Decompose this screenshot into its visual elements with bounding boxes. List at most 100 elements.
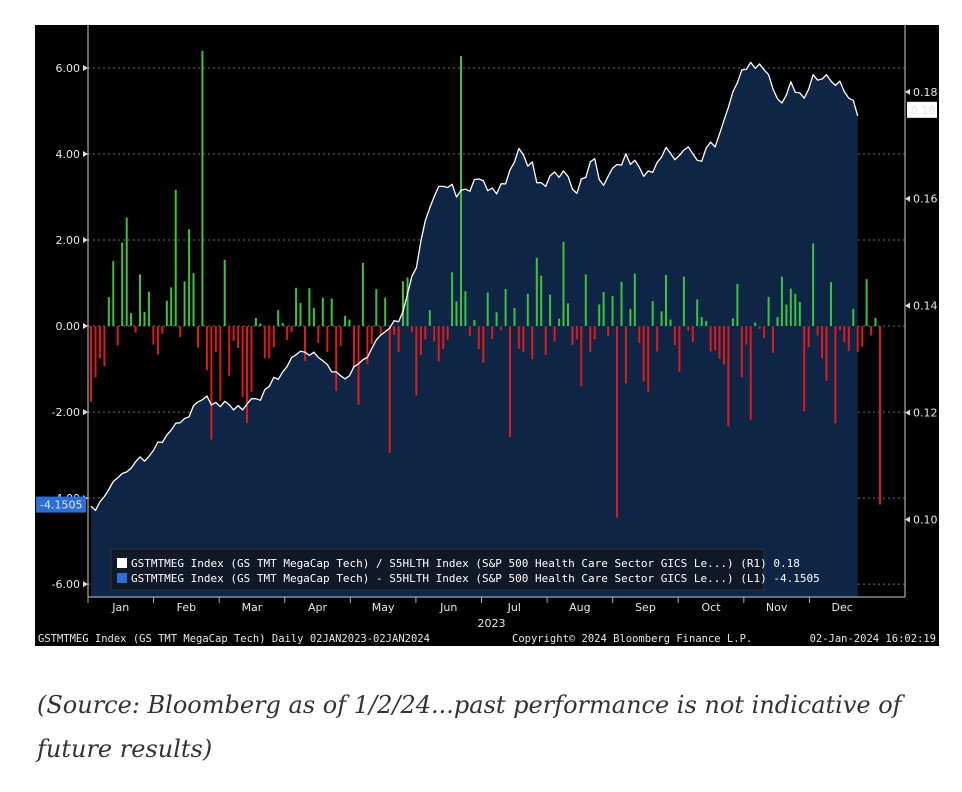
spread-bar [526, 293, 529, 327]
spread-bar [816, 326, 819, 336]
spread-bar [482, 326, 485, 363]
spread-bar [785, 304, 788, 326]
spread-bar [656, 326, 659, 352]
spread-bar [736, 283, 739, 326]
right-tick-label: 0.16 [913, 193, 938, 206]
spread-bar [687, 326, 690, 331]
right-value-flag-box [907, 101, 937, 118]
month-label: May [372, 601, 395, 614]
spread-bar [321, 297, 324, 327]
spread-bars-group [90, 50, 881, 518]
source-caption: (Source: Bloomberg as of 1/2/24...past p… [37, 691, 902, 763]
spread-bar [540, 275, 543, 326]
spread-bar [584, 274, 587, 326]
spread-bar [98, 326, 101, 359]
month-label: Nov [766, 601, 788, 614]
spread-bar [624, 326, 627, 384]
spread-bar [602, 292, 605, 327]
spread-bar [361, 262, 364, 326]
left-tick-mark [83, 151, 88, 158]
spread-bar [455, 301, 458, 326]
month-label: Dec [832, 601, 853, 614]
spread-bar [451, 272, 454, 327]
spread-bar [214, 326, 217, 352]
spread-bar [219, 326, 222, 401]
spread-bar [304, 326, 306, 361]
spread-bar [558, 318, 561, 326]
spread-bar [348, 319, 351, 327]
spread-bar [379, 326, 382, 336]
spread-bar [665, 274, 667, 327]
left-tick-mark [83, 409, 88, 416]
spread-bar [424, 326, 427, 340]
left-tick-mark [83, 237, 88, 244]
spread-bar [254, 317, 257, 327]
spread-bar [651, 301, 654, 326]
spread-bar [607, 326, 610, 336]
spread-bar [776, 317, 779, 326]
spread-bar [838, 326, 841, 330]
spread-bar [228, 326, 231, 376]
spread-bar [147, 291, 150, 326]
spread-bar [772, 326, 774, 353]
spread-bar [237, 326, 240, 348]
month-label: Oct [702, 601, 722, 614]
spread-bar [789, 288, 792, 326]
spread-bar [709, 326, 712, 352]
right-tick-label: 0.14 [913, 300, 938, 313]
spread-bar [580, 326, 583, 387]
spread-bar [633, 273, 636, 327]
left-tick-label: -6.00 [52, 578, 80, 591]
right-tick-mark [905, 516, 910, 523]
right-tick-label: 0.12 [913, 407, 938, 420]
spread-bar [544, 326, 547, 355]
spread-bar [290, 326, 293, 333]
ratio-area [91, 62, 858, 597]
spread-bar [673, 326, 676, 345]
footer-copyright: Copyright© 2024 Bloomberg Finance L.P. [512, 633, 752, 645]
spread-bar [241, 326, 244, 398]
spread-bar [731, 318, 734, 326]
spread-bar [161, 326, 164, 334]
axes-group: 6.004.002.000.00-2.00-4.00-6.000.180.160… [52, 25, 938, 630]
ratio-area-group [91, 62, 858, 597]
spread-bar [598, 304, 601, 326]
left-tick-mark [83, 581, 88, 588]
spread-bar [803, 326, 806, 412]
spread-bar [834, 326, 837, 424]
right-value-flag: 0.18 [911, 104, 936, 117]
spread-bar [535, 257, 538, 327]
spread-bar [714, 326, 717, 351]
year-label: 2023 [478, 617, 506, 630]
spread-bar [879, 326, 881, 505]
spread-bar [134, 326, 137, 333]
spread-bar [870, 326, 873, 336]
spread-bar [397, 326, 400, 353]
right-tick-label: 0.18 [913, 86, 938, 99]
month-label: Aug [569, 601, 590, 614]
spread-bar [477, 326, 480, 350]
month-label: Jan [111, 601, 129, 614]
ratio-line [90, 61, 859, 512]
spread-bar [188, 229, 191, 327]
ratio-line-group [90, 61, 859, 512]
spread-bar [277, 310, 280, 326]
bloomberg-chart: 6.004.002.000.00-2.00-4.00-6.000.180.160… [35, 25, 939, 646]
spread-bar [821, 326, 824, 359]
spread-bar [847, 326, 850, 351]
spread-bar [473, 320, 476, 326]
left-tick-label: 0.00 [56, 320, 81, 333]
spread-bar [250, 326, 253, 392]
left-value-flag: -4.1505 [40, 499, 82, 512]
spread-bar [696, 299, 699, 327]
spread-bar [767, 296, 770, 326]
spread-bar [393, 326, 396, 336]
spread-bar [446, 326, 449, 340]
legend-box: GSTMTMEG Index (GS TMT MegaCap Tech) / S… [110, 548, 820, 591]
spread-bar [330, 298, 333, 326]
spread-bar [312, 308, 315, 327]
spread-bar [152, 326, 155, 345]
spread-bar [295, 287, 298, 327]
spread-bar [103, 326, 106, 367]
spread-bar [531, 326, 534, 360]
